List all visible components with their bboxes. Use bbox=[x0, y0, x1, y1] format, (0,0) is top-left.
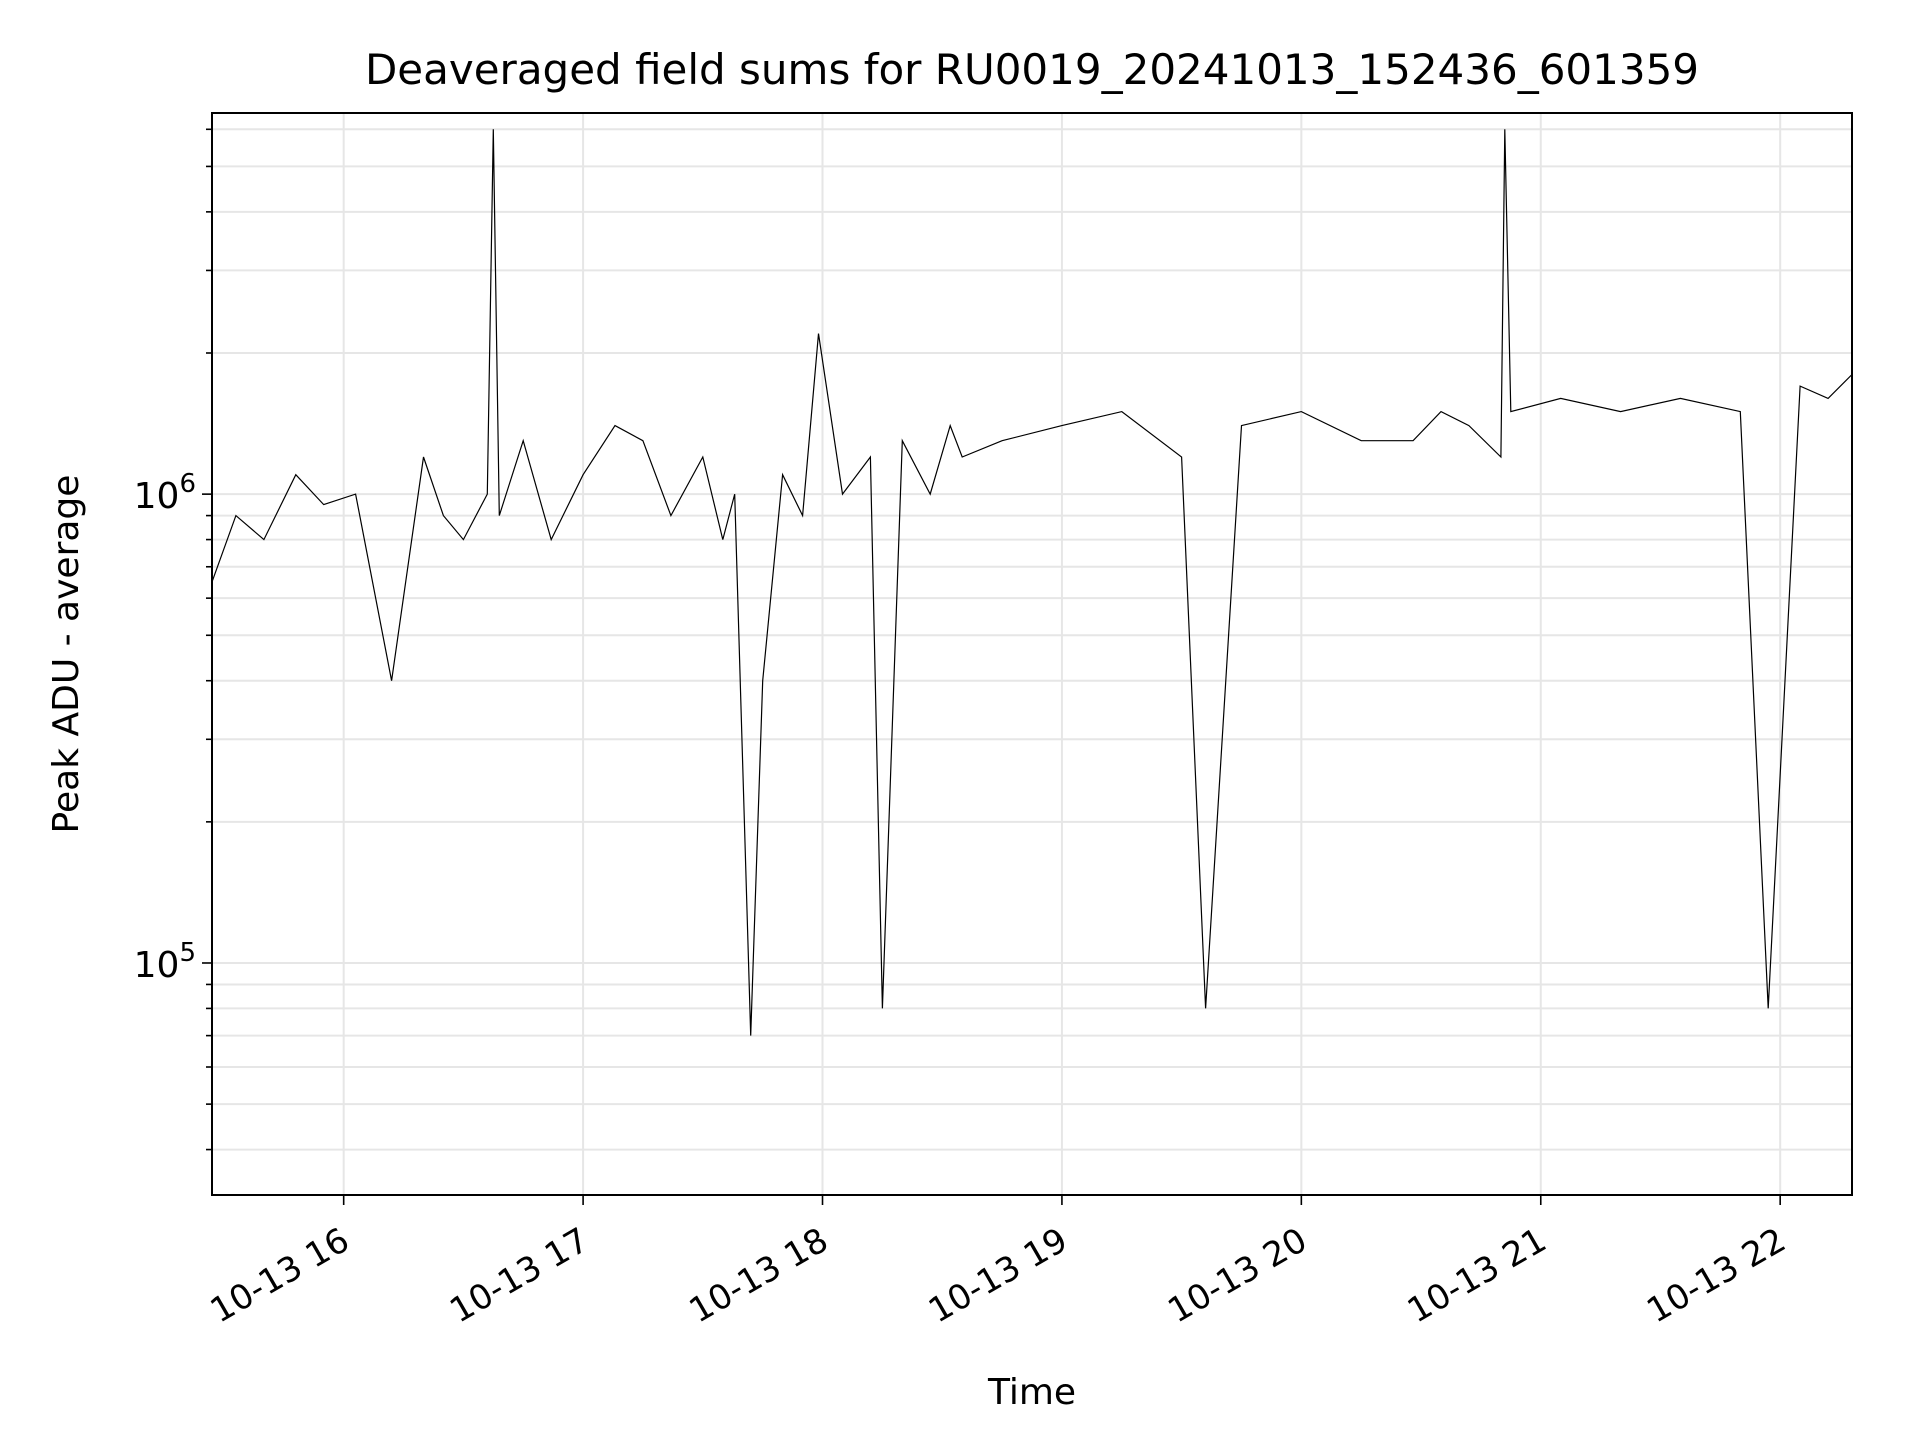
series-line bbox=[211, 129, 1853, 1036]
y-axis-label: Peak ADU - average bbox=[46, 475, 87, 834]
y-axis-ticks: 105 106 bbox=[134, 128, 212, 1151]
grid bbox=[212, 113, 1852, 1195]
series-line-group bbox=[211, 129, 1853, 1036]
chart-title: Deaveraged field sums for RU0019_2024101… bbox=[365, 45, 1699, 94]
y-tick-label: 105 bbox=[134, 938, 196, 986]
y-tick-label: 106 bbox=[134, 469, 196, 517]
x-axis-label: Time bbox=[987, 1372, 1076, 1413]
plot-frame bbox=[211, 112, 1853, 1196]
